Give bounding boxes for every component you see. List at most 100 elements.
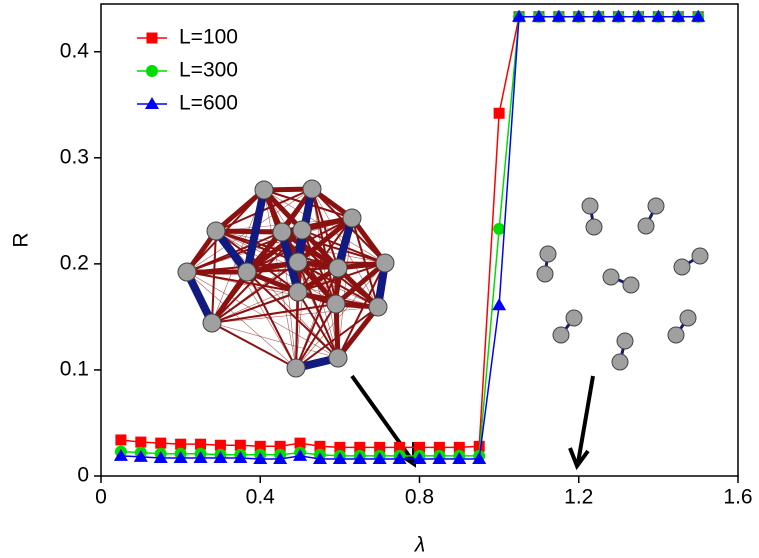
network-node: [328, 258, 348, 278]
network-node: [622, 276, 640, 294]
y-tick-label: 0.3: [60, 145, 89, 168]
network-edge: [311, 188, 339, 269]
network-node: [667, 326, 685, 344]
network-edge: [214, 188, 266, 233]
marker: [473, 440, 485, 452]
network-node: [585, 218, 603, 236]
marker: [472, 452, 487, 465]
marker: [372, 452, 387, 465]
x-axis-label: λ: [414, 534, 425, 557]
x-tick-label: 1.6: [723, 486, 752, 509]
marker: [173, 450, 188, 463]
network-edge: [297, 291, 339, 359]
marker: [452, 452, 467, 465]
marker: [146, 32, 158, 44]
network-node: [536, 265, 554, 283]
network-edge: [211, 267, 339, 324]
x-tick-label: 1.2: [564, 486, 593, 509]
marker: [145, 97, 159, 109]
network-node: [342, 208, 362, 228]
marker: [691, 9, 706, 22]
network-node: [552, 326, 570, 344]
marker: [493, 107, 505, 119]
network-node: [292, 220, 312, 240]
network-node: [254, 180, 274, 200]
network-edge: [301, 229, 339, 359]
marker: [512, 9, 527, 22]
marker: [334, 441, 346, 453]
legend-label: L=100: [179, 26, 238, 49]
arrows: [350, 374, 595, 471]
network-edge: [209, 270, 250, 325]
marker: [214, 439, 226, 451]
marker: [671, 9, 686, 22]
network-node: [328, 348, 348, 368]
marker: [591, 9, 606, 22]
marker: [374, 441, 386, 453]
network-node: [581, 197, 599, 215]
x-tick-label: 0: [95, 486, 107, 509]
marker: [175, 438, 187, 450]
network-edge: [295, 306, 379, 369]
network-node: [637, 217, 655, 235]
network-node: [611, 353, 629, 371]
network-node: [602, 268, 620, 286]
marker: [146, 65, 158, 77]
network-edge: [295, 267, 339, 369]
marker: [273, 452, 288, 465]
marker: [254, 440, 266, 452]
network-node: [565, 309, 583, 327]
network-node: [616, 332, 634, 350]
marker: [651, 9, 666, 22]
marker: [193, 450, 208, 463]
network-edge: [211, 322, 339, 359]
network-edge: [301, 229, 337, 305]
network-node: [286, 358, 306, 378]
marker: [294, 437, 306, 449]
marker: [492, 298, 507, 311]
marker: [433, 441, 445, 453]
network-node: [272, 222, 292, 242]
marker: [234, 439, 246, 451]
marker: [233, 450, 248, 463]
y-tick-label: 0.1: [60, 357, 89, 380]
network-node: [177, 262, 197, 282]
network-node: [288, 282, 308, 302]
y-axis-label: R: [10, 232, 33, 247]
marker: [394, 441, 406, 453]
marker: [412, 452, 427, 465]
marker: [551, 9, 566, 22]
network-edge: [211, 306, 379, 324]
marker: [354, 441, 366, 453]
marker: [133, 449, 148, 462]
network-node: [539, 245, 557, 263]
marker: [531, 9, 546, 22]
network-node: [679, 309, 697, 327]
network-node: [302, 179, 322, 199]
marker: [253, 452, 268, 465]
y-tick-label: 0.4: [60, 39, 90, 62]
marker: [392, 452, 407, 465]
legend-label: L=600: [179, 92, 238, 115]
network-edge: [334, 261, 387, 306]
network-edge: [295, 303, 337, 369]
network-edge: [337, 262, 386, 359]
series-line: [120, 15, 699, 457]
network-edge: [245, 228, 304, 274]
marker: [571, 9, 586, 22]
marker: [332, 452, 347, 465]
marker: [611, 9, 626, 22]
marker: [493, 222, 506, 235]
network-edge: [246, 271, 297, 369]
marker: [135, 436, 147, 448]
network-node: [288, 252, 308, 272]
marker: [631, 9, 646, 22]
marker: [274, 440, 286, 452]
marker: [213, 450, 228, 463]
x-tick-label: 0.8: [405, 486, 434, 509]
marker: [115, 434, 127, 446]
network-edge: [243, 189, 268, 273]
marker: [432, 452, 447, 465]
network-node: [647, 197, 665, 215]
